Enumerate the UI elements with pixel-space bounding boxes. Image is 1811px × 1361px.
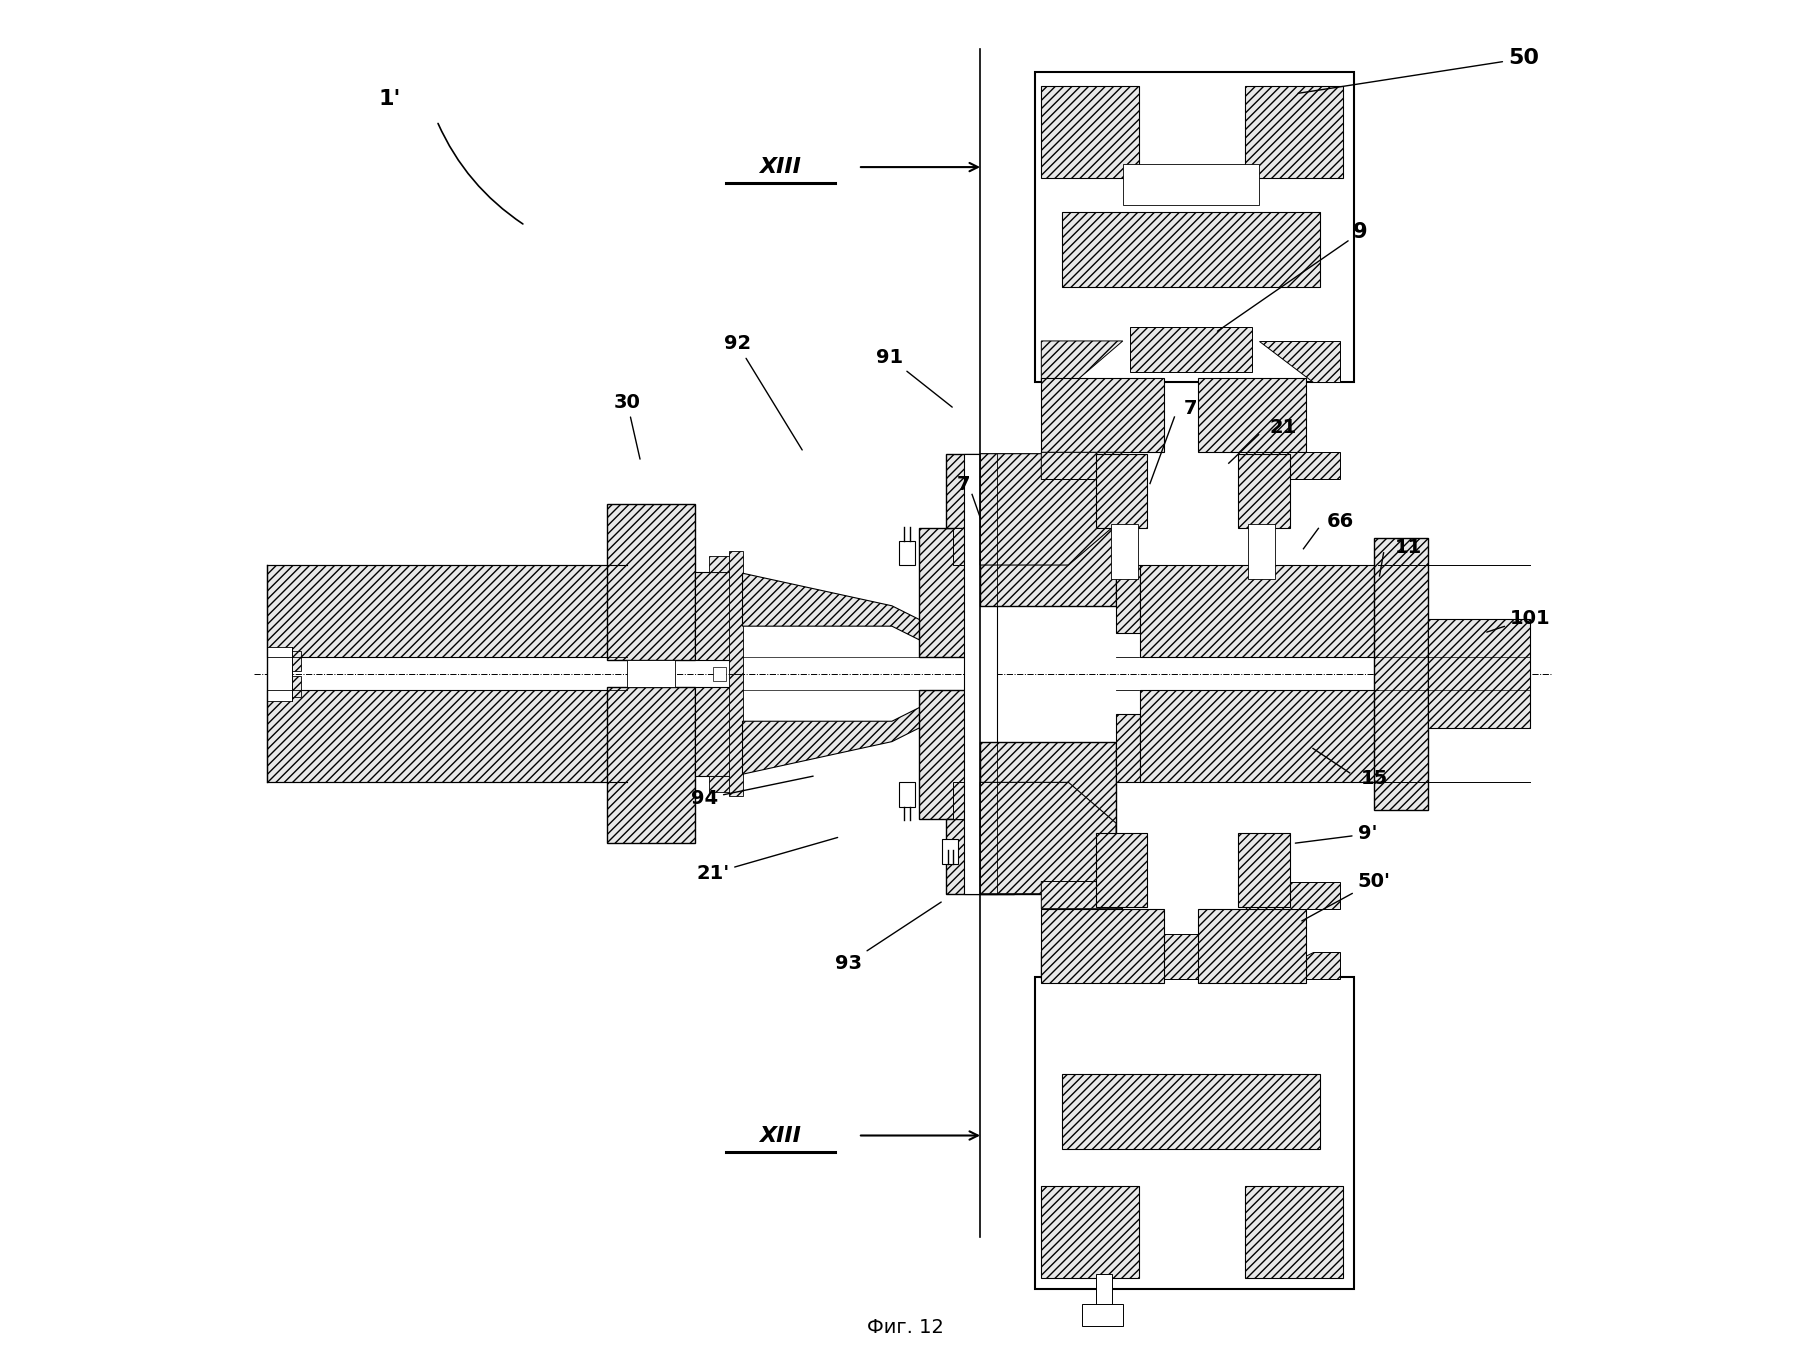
Text: 7: 7 xyxy=(1184,399,1197,418)
Text: 15: 15 xyxy=(1360,769,1387,788)
Text: 30: 30 xyxy=(614,392,641,459)
Bar xyxy=(1041,86,1139,178)
Bar xyxy=(1041,1185,1139,1278)
Text: 101: 101 xyxy=(1487,608,1550,632)
Bar xyxy=(980,742,1116,894)
Bar xyxy=(1041,377,1163,452)
Text: 92: 92 xyxy=(724,335,802,450)
Bar xyxy=(1244,1185,1342,1278)
Bar xyxy=(1041,909,1163,984)
Bar xyxy=(708,776,733,792)
Bar xyxy=(918,528,973,657)
Bar xyxy=(1248,524,1275,578)
Bar xyxy=(1116,715,1141,783)
Bar xyxy=(953,528,969,565)
Polygon shape xyxy=(1041,882,1123,909)
Bar xyxy=(1034,72,1353,381)
Bar xyxy=(1239,453,1289,528)
Text: Фиг. 12: Фиг. 12 xyxy=(867,1317,944,1337)
Polygon shape xyxy=(743,694,945,774)
Text: XIII: XIII xyxy=(759,157,802,177)
Bar xyxy=(1130,935,1251,980)
Polygon shape xyxy=(1259,342,1340,381)
Bar xyxy=(1034,977,1353,1289)
Polygon shape xyxy=(1041,342,1123,381)
Bar xyxy=(1061,212,1320,287)
Text: 21: 21 xyxy=(1270,418,1297,437)
Text: XIII: XIII xyxy=(759,1126,802,1146)
Polygon shape xyxy=(1244,452,1340,479)
Bar xyxy=(695,687,735,776)
Polygon shape xyxy=(973,528,980,657)
Bar xyxy=(268,690,627,783)
Bar xyxy=(730,551,743,674)
Bar xyxy=(627,660,676,687)
Text: 93: 93 xyxy=(835,902,942,973)
Text: 11: 11 xyxy=(1394,538,1422,557)
Bar xyxy=(945,453,1014,528)
Bar xyxy=(953,783,969,819)
Polygon shape xyxy=(743,573,945,653)
Bar xyxy=(1197,377,1306,452)
Bar xyxy=(1239,833,1289,908)
Text: 1': 1' xyxy=(378,90,400,109)
Bar xyxy=(945,819,1014,894)
Bar xyxy=(695,572,735,660)
Bar xyxy=(1110,524,1137,578)
Bar xyxy=(268,565,627,657)
Bar xyxy=(980,453,1116,606)
Text: 7: 7 xyxy=(958,475,971,494)
Bar xyxy=(1096,1274,1112,1308)
Text: 91: 91 xyxy=(877,348,953,407)
Bar xyxy=(730,674,743,796)
Bar xyxy=(1429,619,1530,728)
Text: 50': 50' xyxy=(1302,872,1391,921)
Polygon shape xyxy=(980,453,1116,565)
Text: 66: 66 xyxy=(1326,512,1355,531)
Polygon shape xyxy=(1259,953,1340,980)
Polygon shape xyxy=(1041,953,1123,980)
Bar xyxy=(1141,565,1378,657)
Bar xyxy=(1096,833,1146,908)
Bar xyxy=(1061,1074,1320,1149)
Bar xyxy=(607,687,695,844)
Polygon shape xyxy=(1244,882,1340,909)
Bar xyxy=(1244,86,1342,178)
Polygon shape xyxy=(980,783,1116,894)
Bar xyxy=(1130,328,1251,372)
Bar xyxy=(268,676,301,697)
Text: 9: 9 xyxy=(1217,222,1367,331)
Text: 9': 9' xyxy=(1295,825,1376,844)
Bar xyxy=(708,555,733,572)
Text: 50: 50 xyxy=(1298,49,1539,94)
Bar xyxy=(1141,690,1378,783)
Bar xyxy=(1096,453,1146,528)
Bar xyxy=(898,540,915,565)
Polygon shape xyxy=(1041,452,1123,479)
Bar xyxy=(898,783,915,807)
Bar xyxy=(1123,165,1259,206)
Bar xyxy=(268,646,292,701)
Bar xyxy=(1081,1304,1123,1326)
Text: 94: 94 xyxy=(692,776,813,808)
Bar xyxy=(1197,909,1306,984)
Bar xyxy=(268,651,301,671)
Bar xyxy=(963,453,996,894)
Bar xyxy=(918,690,973,819)
Bar xyxy=(1116,565,1141,633)
Bar xyxy=(942,840,958,864)
Bar xyxy=(607,504,695,660)
Bar xyxy=(714,667,726,680)
Bar xyxy=(1375,538,1429,810)
Text: 21': 21' xyxy=(695,837,838,883)
